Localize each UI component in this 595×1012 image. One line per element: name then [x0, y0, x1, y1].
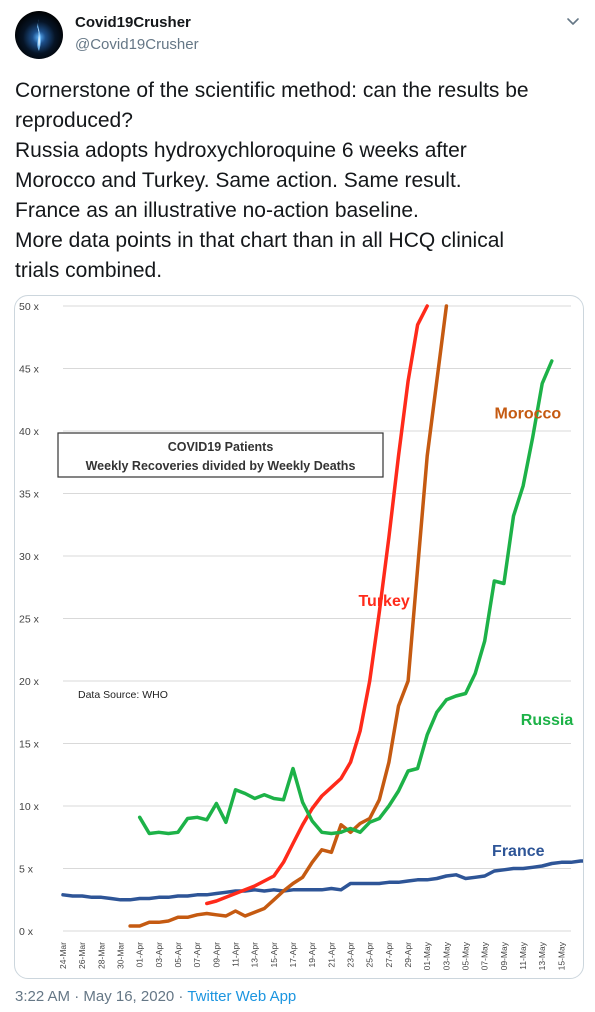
x-tick-label: 09-Apr: [211, 942, 221, 968]
x-tick-label: 05-May: [461, 941, 471, 970]
series-line-turkey: [205, 304, 429, 906]
y-tick-label: 0 x: [19, 926, 34, 938]
chart-grid: [63, 305, 571, 932]
x-tick-label: 24-Mar: [58, 942, 68, 969]
series-label-russia: Russia: [521, 712, 574, 729]
chart-subtitle: Weekly Recoveries divided by Weekly Deat…: [86, 459, 356, 473]
x-tick-label: 01-Apr: [135, 942, 145, 968]
x-tick-label: 11-Apr: [231, 942, 241, 967]
x-tick-label: 13-Apr: [250, 942, 260, 968]
series-line-russia: [137, 359, 554, 836]
title-box: [57, 432, 384, 478]
tweet-text-line: reproduced?: [15, 109, 133, 132]
y-tick-label: 25 x: [19, 614, 40, 626]
series-label-morocco: Morocco: [495, 406, 562, 423]
series-labels: France Morocco Turkey Russia: [358, 406, 573, 861]
x-tick-label: 17-Apr: [288, 942, 298, 968]
chart-title-box: COVID19 Patients Weekly Recoveries divid…: [57, 432, 384, 478]
x-tick-label: 27-Apr: [384, 942, 394, 968]
y-tick-label: 30 x: [19, 551, 40, 563]
tweet-text: Cornerstone of the scientific method: ca…: [15, 76, 580, 286]
x-tick-label: 21-Apr: [326, 942, 336, 968]
y-tick-label: 35 x: [19, 489, 40, 501]
series-line-morocco: [128, 304, 449, 928]
blue-flame-icon: [37, 19, 41, 51]
x-tick-label: 29-Apr: [403, 942, 413, 968]
chart-lines: [61, 304, 583, 928]
series-line-france: [61, 859, 583, 902]
y-tick-label: 40 x: [19, 426, 40, 438]
series-label-france: France: [492, 843, 545, 860]
x-tick-label: 07-Apr: [192, 942, 202, 968]
x-tick-label: 05-Apr: [173, 942, 183, 968]
data-source-annotation: Data Source: WHO: [78, 689, 168, 701]
x-axis-ticks: 24-Mar 26-Mar 28-Mar 30-Mar 01-Apr 03-Apr 05-A…: [58, 941, 566, 970]
source-link[interactable]: Twitter Web App: [187, 988, 297, 1005]
tweet-text-line: Cornerstone of the scientific method: ca…: [15, 79, 529, 102]
y-tick-label: 20 x: [19, 676, 40, 688]
y-tick-label: 10 x: [19, 801, 40, 813]
x-tick-label: 25-Apr: [365, 942, 375, 968]
tweet-menu-button[interactable]: [565, 14, 581, 30]
x-tick-label: 15-May: [556, 941, 566, 970]
avatar[interactable]: [15, 11, 63, 59]
author-handle[interactable]: @Covid19Crusher: [75, 36, 199, 53]
tweet-meta: 3:22 AM · May 16, 2020 · Twitter Web App: [15, 988, 296, 1005]
x-tick-label: 01-May: [422, 941, 432, 970]
line-chart: 0 x 5 x 10 x 15 x 20 x 25 x 30 x 35 x 40 x 45 x 50…: [19, 301, 583, 970]
chevron-down-icon: [567, 18, 579, 25]
tweet-media-chart[interactable]: 0 x 5 x 10 x 15 x 20 x 25 x 30 x 35 x 40 x 45 x 50…: [14, 295, 584, 979]
y-axis-ticks: 0 x 5 x 10 x 15 x 20 x 25 x 30 x 35 x 40 x 45 x 50…: [19, 301, 40, 938]
author-name[interactable]: Covid19Crusher: [75, 14, 191, 31]
x-tick-label: 11-May: [518, 941, 528, 969]
x-tick-label: 13-May: [537, 941, 547, 970]
timestamp[interactable]: 3:22 AM · May 16, 2020 ·: [15, 988, 188, 1005]
x-tick-label: 09-May: [499, 941, 509, 970]
y-tick-label: 15 x: [19, 739, 40, 751]
tweet-text-line: Russia adopts hydroxychloroquine 6 weeks…: [15, 139, 467, 162]
y-tick-label: 50 x: [19, 301, 40, 313]
x-tick-label: 28-Mar: [96, 942, 106, 969]
y-tick-label: 45 x: [19, 364, 40, 376]
x-tick-label: 30-Mar: [116, 942, 126, 969]
tweet-text-line: More data points in that chart than in a…: [15, 229, 505, 252]
tweet-text-line: Morocco and Turkey. Same action. Same re…: [15, 169, 462, 192]
tweet-text-line: France as an illustrative no-action base…: [15, 199, 419, 222]
chart-title: COVID19 Patients: [168, 440, 274, 454]
x-tick-label: 23-Apr: [346, 942, 356, 968]
tweet-text-line: trials combined.: [15, 259, 163, 282]
x-tick-label: 03-May: [441, 941, 451, 970]
x-tick-label: 03-Apr: [154, 942, 164, 968]
x-tick-label: 26-Mar: [77, 942, 87, 969]
x-tick-label: 15-Apr: [269, 942, 279, 968]
y-tick-label: 5 x: [19, 864, 34, 876]
x-tick-label: 19-Apr: [307, 942, 317, 968]
x-tick-label: 07-May: [480, 941, 490, 970]
series-label-turkey: Turkey: [358, 593, 409, 610]
